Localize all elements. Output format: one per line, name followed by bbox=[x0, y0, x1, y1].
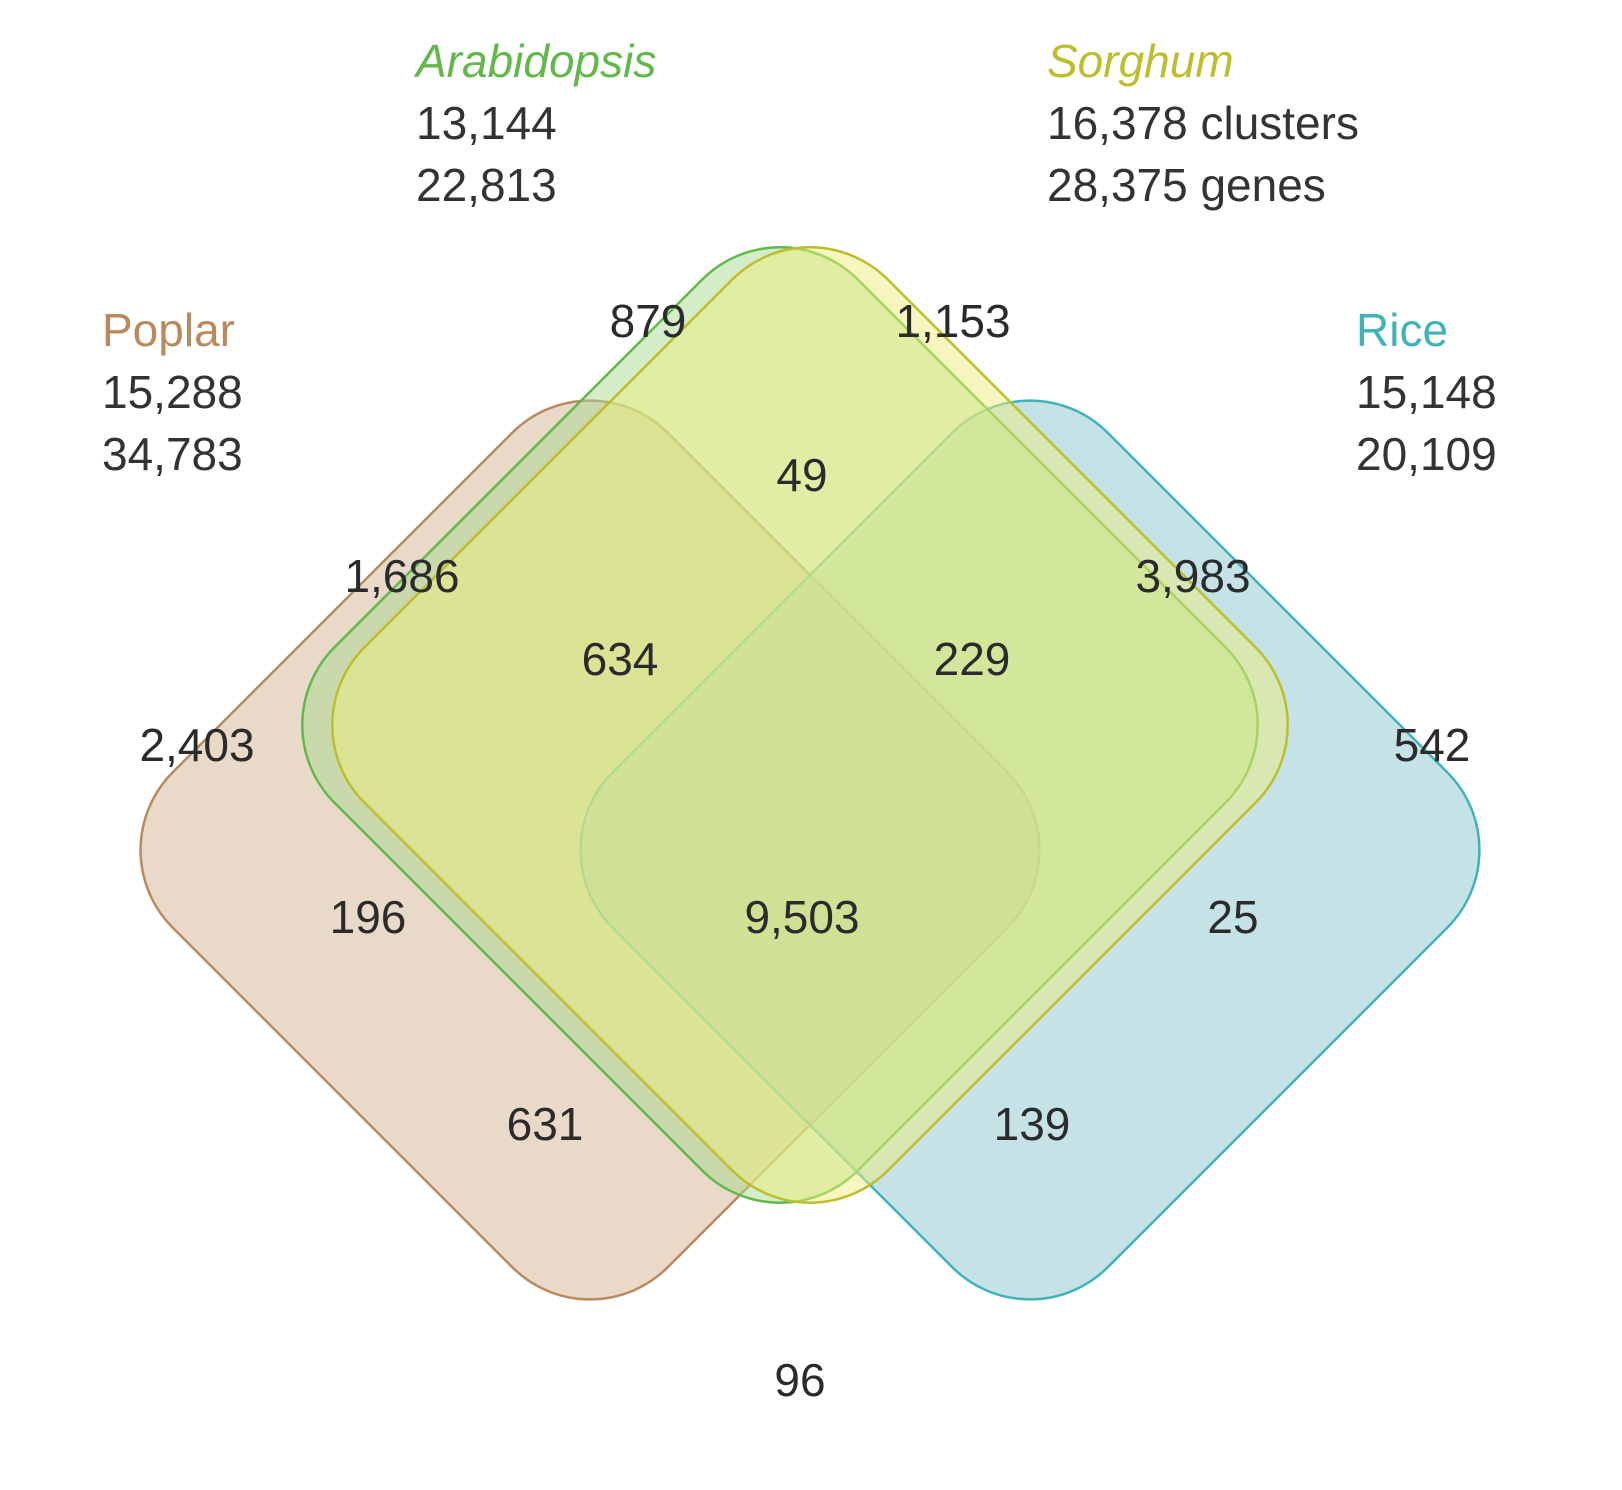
arabidopsis-clusters: 13,144 bbox=[416, 97, 557, 149]
region-count: 229 bbox=[934, 633, 1011, 685]
set-shapes bbox=[139, 246, 1481, 1301]
set-labels: Poplar 15,288 34,783 Arabidopsis 13,144 … bbox=[102, 35, 1497, 480]
poplar-genes: 34,783 bbox=[102, 428, 243, 480]
rice-genes: 20,109 bbox=[1356, 428, 1497, 480]
sorghum-clusters: 16,378 clusters bbox=[1047, 97, 1359, 149]
sorghum-shape bbox=[331, 246, 1289, 1204]
region-count: 542 bbox=[1394, 719, 1471, 771]
region-count: 3,983 bbox=[1135, 550, 1250, 602]
rice-label: Rice bbox=[1356, 304, 1448, 356]
region-count: 196 bbox=[330, 891, 407, 943]
region-count: 96 bbox=[774, 1354, 825, 1406]
region-count: 631 bbox=[507, 1098, 584, 1150]
region-count: 9,503 bbox=[744, 891, 859, 943]
region-count: 879 bbox=[610, 295, 687, 347]
sorghum-label: Sorghum bbox=[1047, 35, 1234, 87]
arabidopsis-genes: 22,813 bbox=[416, 159, 557, 211]
region-count: 2,403 bbox=[139, 719, 254, 771]
region-count: 1,686 bbox=[344, 550, 459, 602]
poplar-label: Poplar bbox=[102, 304, 235, 356]
region-count: 49 bbox=[776, 449, 827, 501]
sorghum-genes: 28,375 genes bbox=[1047, 159, 1326, 211]
region-count: 1,153 bbox=[895, 295, 1010, 347]
rice-clusters: 15,148 bbox=[1356, 366, 1497, 418]
region-count: 139 bbox=[994, 1098, 1071, 1150]
region-count: 25 bbox=[1207, 891, 1258, 943]
arabidopsis-label: Arabidopsis bbox=[413, 35, 656, 87]
region-count: 634 bbox=[582, 633, 659, 685]
poplar-clusters: 15,288 bbox=[102, 366, 243, 418]
region-counts: 879 1,153 49 1,686 3,983 634 229 2,403 5… bbox=[139, 295, 1470, 1406]
